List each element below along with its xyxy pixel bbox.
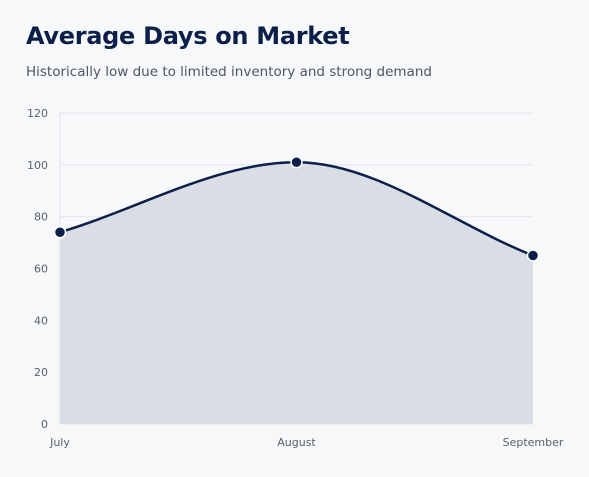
y-tick-label-100: 100	[27, 159, 48, 172]
x-tick-label-august: August	[277, 436, 316, 449]
y-tick-label-40: 40	[34, 314, 48, 327]
chart-title: Average Days on Market	[26, 22, 350, 50]
data-point-august	[290, 155, 303, 169]
data-point-september	[526, 249, 540, 262]
y-tick-label-0: 0	[41, 418, 48, 431]
x-tick-label-september: September	[503, 436, 564, 449]
y-axis-ticks: 0 20 40 60 80 100 120	[27, 107, 48, 431]
y-tick-label-120: 120	[27, 107, 48, 120]
chart-subtitle: Historically low due to limited inventor…	[26, 64, 432, 80]
y-tick-label-80: 80	[34, 211, 48, 224]
x-tick-label-july: July	[49, 436, 70, 449]
x-axis-ticks: July August September	[49, 436, 564, 449]
y-tick-label-20: 20	[34, 366, 48, 379]
y-tick-label-60: 60	[34, 263, 48, 276]
area-fill-layer	[60, 162, 533, 424]
data-point-july	[53, 225, 67, 239]
data-points	[53, 155, 540, 262]
series-area-0	[60, 162, 533, 424]
